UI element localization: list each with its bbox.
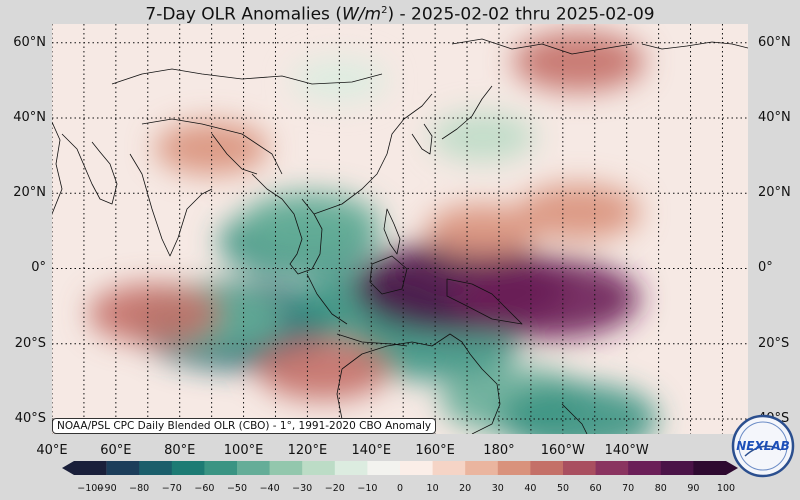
colorbar-cell (139, 461, 173, 475)
nexlab-logo: NEXLAB (731, 414, 795, 478)
longitude-label: 160°E (415, 443, 455, 458)
anomaly-blob (88, 283, 221, 344)
longitude-label: 140°E (351, 443, 392, 458)
anomaly-blob (512, 31, 645, 92)
colorbar-tick-label: −80 (129, 483, 150, 494)
colorbar-tick-label: 0 (396, 483, 404, 494)
anomaly-blob (430, 112, 536, 162)
colorbar-cell (237, 461, 271, 475)
latitude-label: 20°N (758, 185, 791, 201)
anomaly-blob (240, 191, 382, 256)
colorbar-tick-label: 60 (589, 483, 602, 494)
colorbar-cell (62, 461, 107, 475)
longitude-label: 40°E (36, 443, 68, 458)
longitude-label: 80°E (164, 443, 196, 458)
anomaly-field (88, 31, 659, 434)
map-canvas (52, 24, 748, 434)
olr-anomaly-map (52, 24, 748, 434)
colorbar-cell (204, 461, 238, 475)
colorbar-cell (334, 461, 368, 475)
anomaly-blob (453, 258, 640, 340)
colorbar-tick-label: 70 (622, 483, 635, 494)
graticule (52, 24, 748, 434)
colorbar-cell (530, 461, 564, 475)
colorbar-tick-label: −30 (292, 483, 313, 494)
colorbar-tick-label: 90 (687, 483, 700, 494)
colorbar-cell (367, 461, 401, 475)
latitude-label: 20°S (758, 335, 790, 351)
colorbar-tick-label: −70 (161, 483, 182, 494)
colorbar (62, 461, 738, 475)
colorbar-tick-label: 20 (459, 483, 472, 494)
longitude-label: 100°E (223, 443, 264, 458)
latitude-label: 60°N (13, 34, 46, 50)
colorbar-tick-label: 10 (426, 483, 439, 494)
colorbar-cell (465, 461, 499, 475)
anomaly-blob (499, 383, 659, 434)
colorbar-cell (628, 461, 662, 475)
colorbar-tick-label: −40 (259, 483, 280, 494)
colorbar-cell (432, 461, 466, 475)
latitude-label: 0° (31, 260, 46, 276)
colorbar-tick-label: 40 (524, 483, 537, 494)
colorbar-tick-label: 30 (491, 483, 504, 494)
colorbar-tick-label: 100 (716, 483, 736, 494)
latitude-label: 40°S (14, 410, 46, 426)
colorbar-cell (269, 461, 303, 475)
colorbar-tick-label: −90 (96, 483, 117, 494)
logo-text: NEXLAB (736, 439, 790, 453)
colorbar-cell (497, 461, 531, 475)
map-title: 7-Day OLR Anomalies (W/m2) - 2025-02-02 … (145, 4, 655, 25)
data-credit-label: NOAA/PSL CPC Daily Blended OLR (CBO) - 1… (52, 418, 437, 434)
colorbar-cell (563, 461, 597, 475)
latitude-label: 20°N (13, 185, 46, 201)
colorbar-tick-label: −100 (77, 483, 104, 494)
longitude-label: 120°E (287, 443, 328, 458)
anomaly-blob (426, 204, 541, 258)
latitude-label: 60°N (758, 34, 791, 50)
colorbar-tick-label: −20 (324, 483, 345, 494)
colorbar-cell (106, 461, 140, 475)
latitude-label: 20°S (14, 335, 46, 351)
latitude-label: 0° (758, 260, 773, 276)
longitude-label: 140°W (604, 443, 649, 458)
longitude-label: 180° (483, 443, 515, 458)
anomaly-blob (291, 57, 388, 104)
colorbar-tick-label: −60 (194, 483, 215, 494)
colorbar-cell (660, 461, 694, 475)
latitude-label: 40°N (13, 110, 46, 126)
anomaly-blob (154, 121, 269, 175)
colorbar-tick-label: −50 (226, 483, 248, 494)
colorbar-cell (302, 461, 336, 475)
anomaly-blob (517, 183, 641, 241)
colorbar-cell (595, 461, 629, 475)
colorbar-cell (400, 461, 434, 475)
anomaly-blob (257, 340, 390, 401)
colorbar-cell (693, 461, 738, 475)
longitude-label: 60°E (100, 443, 132, 458)
colorbar-tick-label: 50 (556, 483, 570, 494)
colorbar-cell (171, 461, 205, 475)
colorbar-tick-label: 80 (654, 483, 667, 494)
longitude-label: 160°W (540, 443, 585, 458)
colorbar-tick-label: −10 (357, 483, 378, 494)
latitude-label: 40°N (758, 110, 791, 126)
